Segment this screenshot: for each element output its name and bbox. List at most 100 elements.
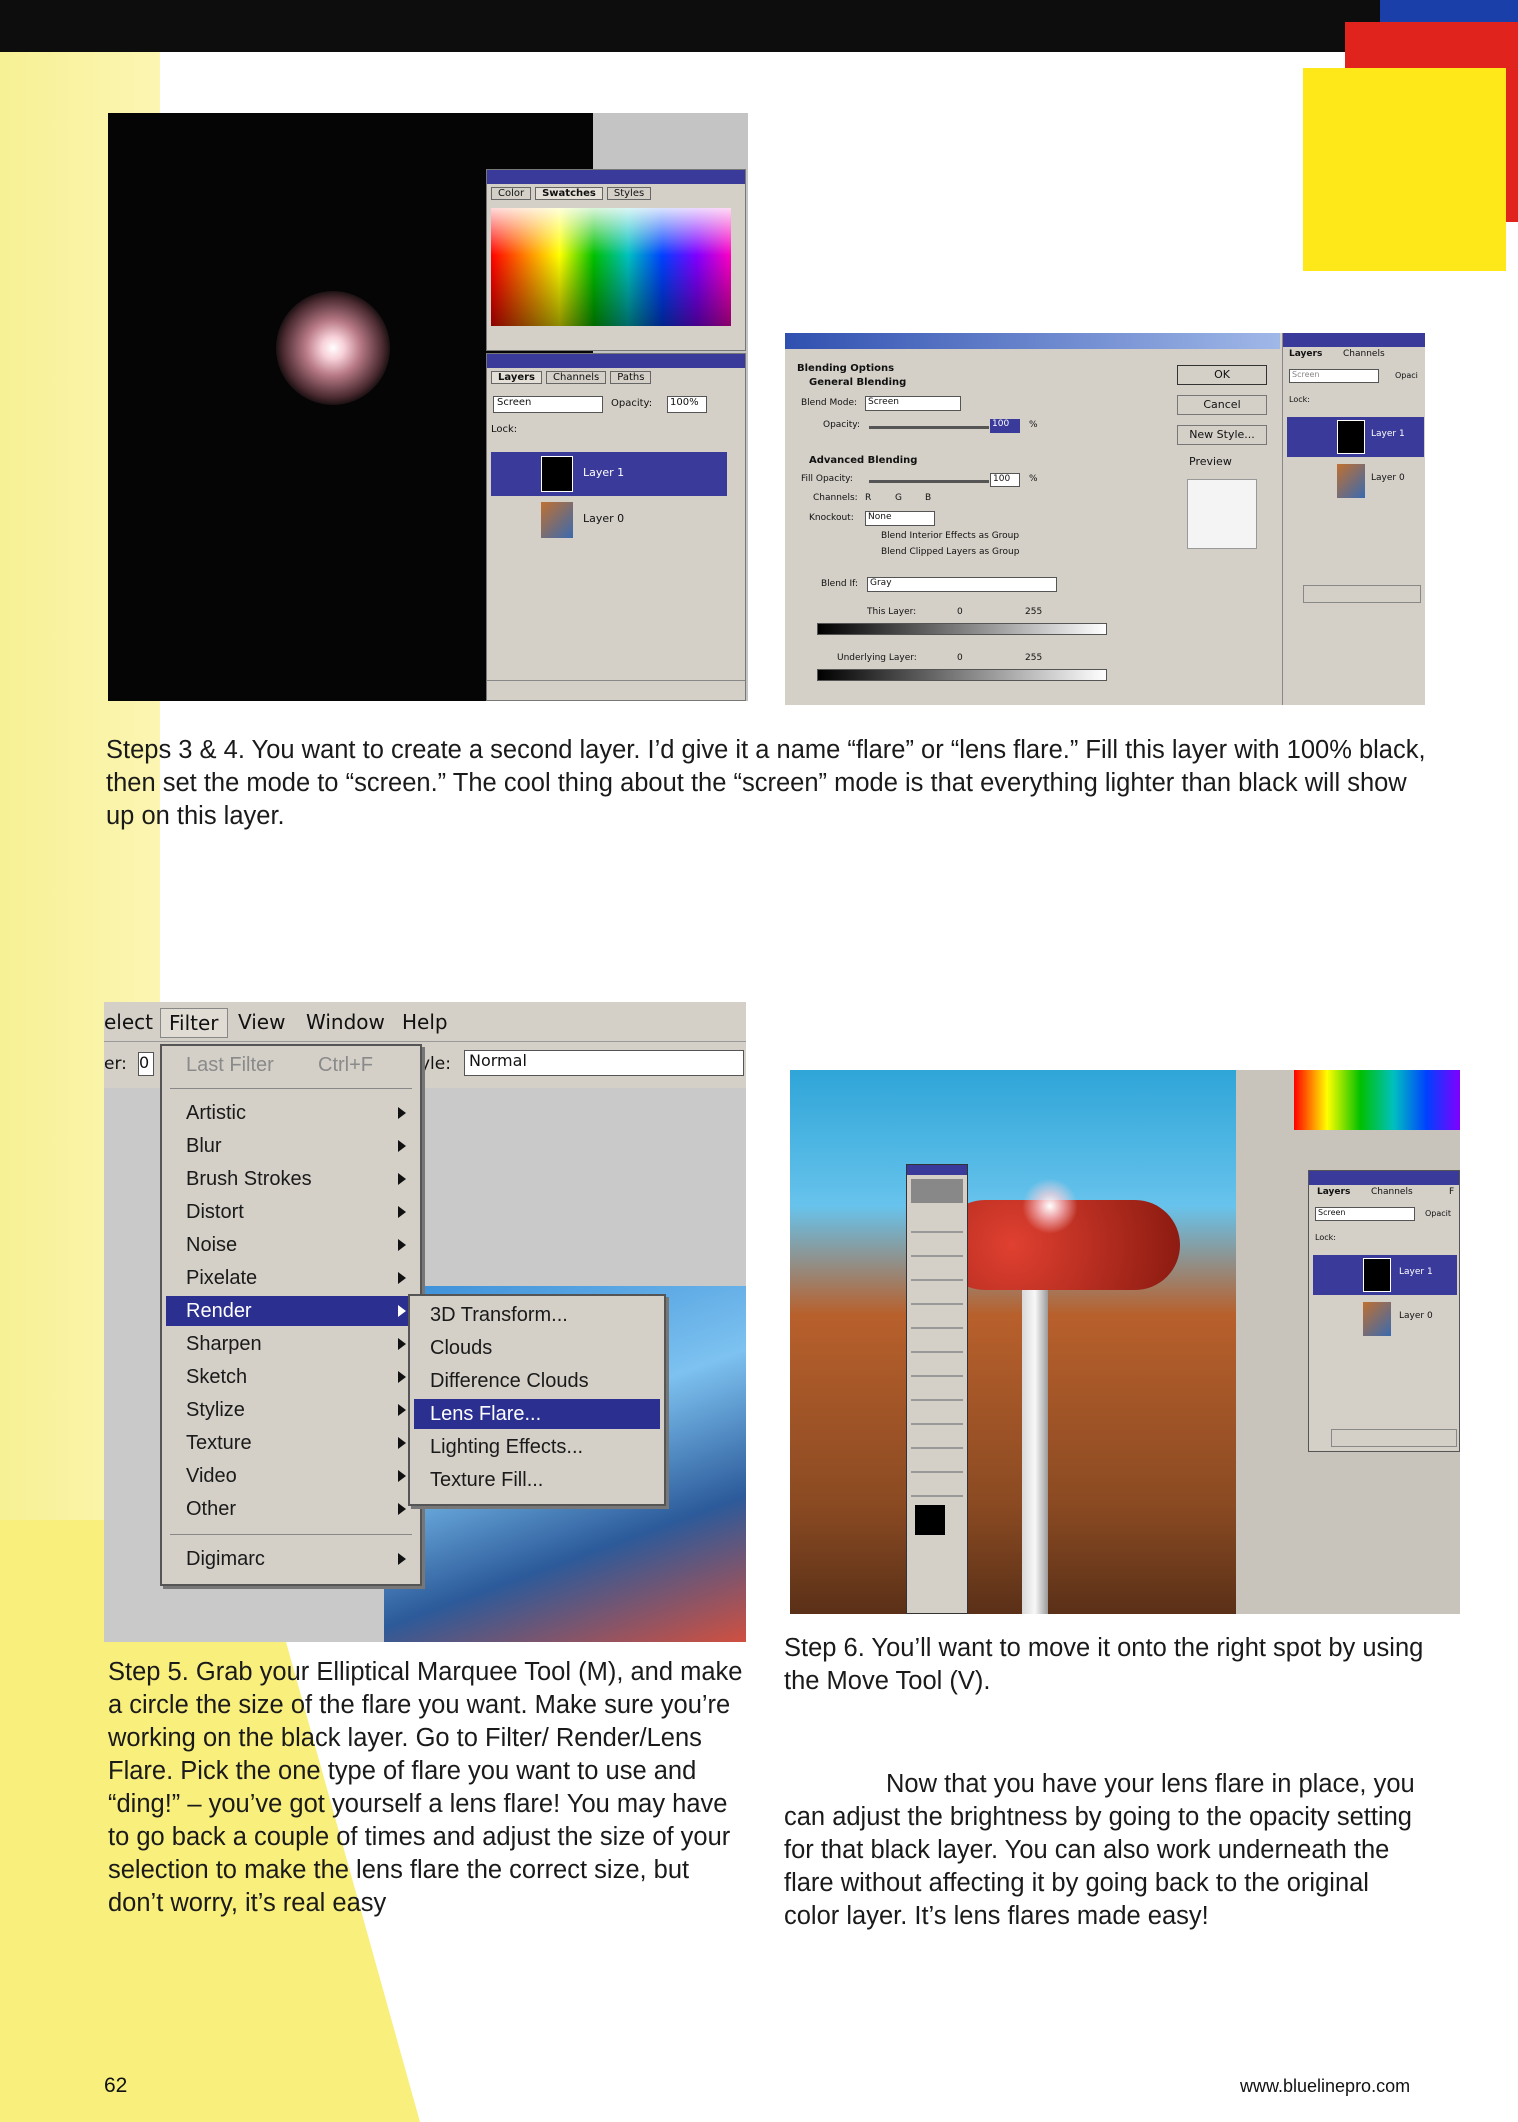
layer-thumbnail: [1363, 1258, 1391, 1292]
tab-layers[interactable]: Layers: [1317, 1187, 1351, 1197]
tab-swatches[interactable]: Swatches: [535, 187, 603, 200]
layers-bottom-bar: [1303, 585, 1421, 603]
menu-item-stylize[interactable]: Stylize: [162, 1395, 420, 1425]
layer-thumbnail: [541, 502, 573, 538]
new-style-button[interactable]: New Style...: [1177, 425, 1267, 445]
layer-name: Layer 0: [583, 512, 625, 525]
submenu-3d-transform[interactable]: 3D Transform...: [430, 1304, 568, 1326]
opacity-label: Opacity:: [611, 398, 653, 409]
layers-tabs: Layers Channels Paths: [491, 371, 652, 384]
blend-mode-select[interactable]: Screen: [1315, 1207, 1415, 1221]
menu-item-sharpen[interactable]: Sharpen: [162, 1329, 420, 1359]
layer-thumbnail: [1337, 464, 1365, 498]
tab-channels[interactable]: Channels: [546, 371, 607, 384]
layers-palette: Layers Channels Paths Screen Opacity: 10…: [486, 353, 746, 701]
cancel-button[interactable]: Cancel: [1177, 395, 1267, 415]
menu-item-sketch[interactable]: Sketch: [162, 1362, 420, 1392]
tab-paths[interactable]: F: [1449, 1187, 1455, 1197]
blend-if-select[interactable]: Gray: [867, 577, 1057, 592]
menu-item-digimarc[interactable]: Digimarc: [162, 1544, 420, 1574]
menu-item-noise[interactable]: Noise: [162, 1230, 420, 1260]
opacity-field[interactable]: 100: [990, 419, 1020, 433]
this-layer-label: This Layer:: [867, 607, 917, 617]
submenu-difference-clouds[interactable]: Difference Clouds: [430, 1370, 589, 1392]
style-select[interactable]: Normal: [464, 1050, 744, 1076]
tab-channels[interactable]: Channels: [1371, 1187, 1413, 1197]
fill-opacity-label: Fill Opacity:: [801, 474, 853, 484]
foreground-color[interactable]: [915, 1505, 945, 1535]
layers-bottom-bar: [487, 680, 745, 700]
knockout-select[interactable]: None: [865, 511, 935, 526]
style-preview-swatch: [1187, 479, 1257, 549]
submenu-lighting-effects[interactable]: Lighting Effects...: [430, 1436, 584, 1458]
blend-mode-label: Blend Mode:: [801, 398, 858, 408]
menu-item-video[interactable]: Video: [162, 1461, 420, 1491]
underlying-gradient[interactable]: [817, 669, 1107, 681]
menu-item-other[interactable]: Other: [162, 1494, 420, 1524]
blend-mode-select[interactable]: Screen: [1289, 369, 1379, 383]
tool-grid[interactable]: [911, 1209, 963, 1499]
general-blending-title: General Blending: [809, 377, 907, 388]
preview-checkbox[interactable]: Preview: [1189, 455, 1232, 468]
fill-opacity-field[interactable]: 100: [990, 473, 1020, 487]
menu-item-artistic[interactable]: Artistic: [162, 1098, 420, 1128]
menu-item-brush-strokes[interactable]: Brush Strokes: [162, 1164, 420, 1194]
submenu-lens-flare[interactable]: Lens Flare...: [414, 1399, 660, 1429]
blend-mode-select[interactable]: Screen: [493, 396, 603, 413]
tab-paths[interactable]: Paths: [610, 371, 652, 384]
layer-row-0[interactable]: Layer 0: [491, 498, 727, 542]
toolbox-titlebar: [907, 1165, 967, 1175]
feather-field[interactable]: 0: [138, 1052, 154, 1076]
submenu-clouds[interactable]: Clouds: [430, 1337, 493, 1359]
menu-item-texture[interactable]: Texture: [162, 1428, 420, 1458]
layer-name: Layer 1: [583, 466, 625, 479]
layers-palette-mini: Layers Channels F Screen Opacit Lock: La…: [1308, 1170, 1460, 1452]
this-layer-gradient[interactable]: [817, 623, 1107, 635]
menu-item-distort[interactable]: Distort: [162, 1197, 420, 1227]
menu-item-pixelate[interactable]: Pixelate: [162, 1263, 420, 1293]
website-footer: www.bluelinepro.com: [1240, 2076, 1411, 2096]
channel-r[interactable]: R: [865, 493, 872, 503]
tab-color[interactable]: Color: [491, 187, 532, 200]
menu-divider: [170, 1088, 412, 1089]
menu-divider: [170, 1534, 412, 1535]
swatches-strip[interactable]: [1294, 1070, 1460, 1130]
ok-button[interactable]: OK: [1177, 365, 1267, 385]
palette-tabs: Color Swatches Styles: [491, 187, 652, 200]
menu-help[interactable]: Help: [402, 1010, 448, 1034]
this-layer-max: 255: [1025, 607, 1043, 617]
tab-styles[interactable]: Styles: [606, 187, 652, 200]
section-title: Blending Options: [797, 363, 895, 374]
opacity-slider[interactable]: [869, 426, 989, 429]
knockout-label: Knockout:: [809, 513, 854, 523]
blend-interior-checkbox[interactable]: Blend Interior Effects as Group: [881, 531, 1020, 541]
swatch-shade: [491, 208, 731, 326]
layer-row-1[interactable]: Layer 1: [491, 452, 727, 496]
menu-window[interactable]: Window: [306, 1010, 385, 1034]
art-canvas: [790, 1070, 1236, 1614]
submenu-texture-fill[interactable]: Texture Fill...: [430, 1469, 544, 1491]
menu-item-blur[interactable]: Blur: [162, 1131, 420, 1161]
opacity-field[interactable]: 100%: [667, 396, 707, 413]
layer-name: Layer 0: [1371, 473, 1405, 483]
menu-view[interactable]: View: [238, 1010, 286, 1034]
menu-filter[interactable]: Filter: [160, 1008, 228, 1038]
menu-item-render[interactable]: Render: [166, 1296, 416, 1326]
tab-layers[interactable]: Layers: [491, 371, 542, 384]
layer-row-1[interactable]: Layer 1: [1287, 417, 1424, 457]
channel-g[interactable]: G: [895, 493, 902, 503]
fill-opacity-slider[interactable]: [869, 480, 989, 483]
layer-row-0[interactable]: Layer 0: [1287, 461, 1424, 501]
lock-label: Lock:: [1315, 1233, 1336, 1242]
blend-mode-select[interactable]: Screen: [865, 396, 961, 411]
layer-row-1[interactable]: Layer 1: [1313, 1255, 1457, 1295]
channel-b[interactable]: B: [925, 493, 932, 503]
blend-clipped-checkbox[interactable]: Blend Clipped Layers as Group: [881, 547, 1020, 557]
lock-label: Lock:: [1289, 395, 1310, 404]
menu-last-filter[interactable]: Last Filter: [186, 1054, 274, 1076]
menu-select[interactable]: elect: [104, 1010, 154, 1034]
menubar: elect Filter View Window Help: [104, 1002, 746, 1042]
tab-layers[interactable]: Layers: [1289, 349, 1323, 359]
tab-channels[interactable]: Channels: [1343, 349, 1385, 359]
layer-row-0[interactable]: Layer 0: [1313, 1299, 1457, 1339]
